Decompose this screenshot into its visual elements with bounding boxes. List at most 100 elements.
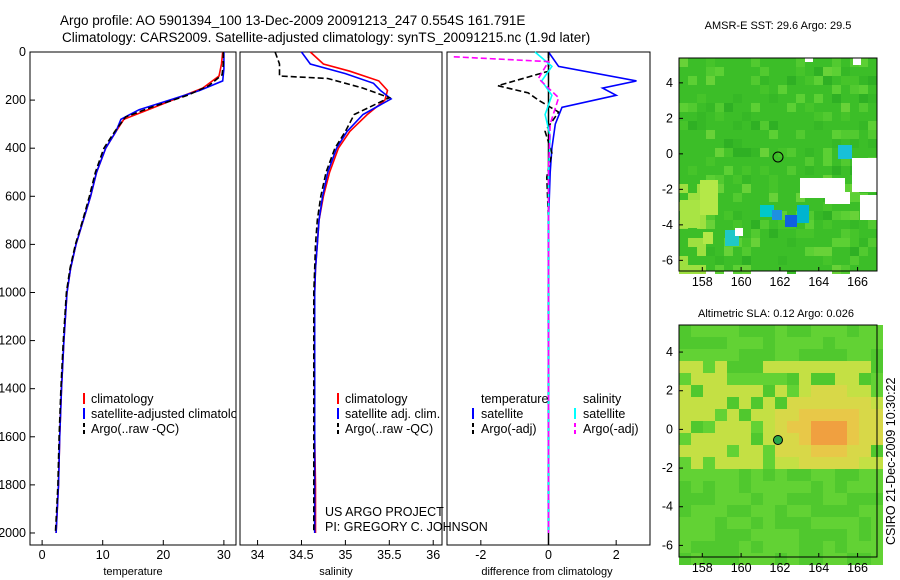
sla-cell — [859, 481, 871, 493]
sst-cell — [850, 67, 859, 76]
sla-cell — [859, 445, 871, 457]
sst-cell — [715, 130, 724, 139]
y-tick-label: 400 — [5, 141, 26, 155]
sst-cell — [778, 85, 787, 94]
sla-cell — [823, 421, 835, 433]
sla-cell — [835, 385, 847, 397]
sst-cell — [778, 211, 787, 220]
sst-feature-cell — [772, 210, 782, 220]
sla-cell — [739, 529, 751, 541]
sst-cell — [841, 103, 850, 112]
sla-cell — [679, 553, 691, 565]
sla-cell — [679, 505, 691, 517]
sla-cell — [823, 373, 835, 385]
x-tick-label: 0 — [545, 548, 552, 562]
sla-cell — [823, 385, 835, 397]
sst-cell — [859, 103, 868, 112]
sst-cell — [697, 112, 706, 121]
sst-map-frame — [678, 57, 878, 272]
sst-cell — [688, 103, 697, 112]
sla-cell — [871, 553, 883, 565]
sla-cell — [679, 349, 691, 361]
sst-cell — [796, 130, 805, 139]
sla-cell — [727, 433, 739, 445]
sla-cell — [715, 517, 727, 529]
sla-cell — [847, 397, 859, 409]
sla-cell — [835, 361, 847, 373]
sla-cell — [679, 493, 691, 505]
sla-cell — [775, 529, 787, 541]
sla-cell — [715, 505, 727, 517]
sst-cell — [715, 184, 724, 193]
sst-cell — [715, 148, 724, 157]
sst-cell — [733, 220, 742, 229]
sla-cell — [787, 349, 799, 361]
sla-cell — [811, 469, 823, 481]
sst-cell — [742, 166, 751, 175]
sla-cell — [763, 373, 775, 385]
sst-cell — [706, 76, 715, 85]
sla-cell — [811, 397, 823, 409]
sst-cell — [832, 58, 841, 67]
sst-cell — [823, 112, 832, 121]
sst-cell — [832, 166, 841, 175]
sla-cell — [751, 325, 763, 337]
sla-cell — [679, 325, 691, 337]
sla-cell — [703, 409, 715, 421]
sst-cell — [724, 211, 733, 220]
sst-cell — [850, 229, 859, 238]
sla-cell — [691, 397, 703, 409]
map-x-tick-label: 164 — [808, 275, 829, 289]
sla-cell — [751, 445, 763, 457]
sla-cell — [811, 553, 823, 565]
sla-cell — [799, 373, 811, 385]
sla-cell — [835, 493, 847, 505]
sst-cell — [868, 220, 877, 229]
sla-cell — [811, 517, 823, 529]
sla-cell — [751, 361, 763, 373]
sla-cell — [823, 481, 835, 493]
temperature-axis-label: temperature — [103, 566, 162, 578]
sst-cell — [832, 256, 841, 265]
sla-cell — [823, 505, 835, 517]
sst-cell — [823, 148, 832, 157]
sla-cell — [835, 349, 847, 361]
sla-cell — [775, 385, 787, 397]
sla-cell — [679, 421, 691, 433]
map-y-tick-label: 0 — [666, 147, 673, 161]
sla-cell — [787, 457, 799, 469]
sla-cell — [775, 373, 787, 385]
x-tick-label: 0 — [39, 548, 46, 562]
sla-cell — [835, 529, 847, 541]
sla-cell — [691, 469, 703, 481]
sla-cell — [691, 457, 703, 469]
sst-cell — [724, 148, 733, 157]
sst-cell — [823, 121, 832, 130]
y-tick-label: 1800 — [0, 478, 26, 492]
salinity-axis-label: salinity — [319, 566, 353, 578]
sla-cell — [727, 481, 739, 493]
sla-cell — [847, 541, 859, 553]
sla-cell — [679, 541, 691, 553]
sst-cell — [778, 193, 787, 202]
sla-cell — [715, 325, 727, 337]
sla-cell — [679, 517, 691, 529]
temperature-legend: climatology satellite-adjusted climatolo… — [83, 392, 236, 436]
sla-cell — [703, 469, 715, 481]
sla-cell — [811, 385, 823, 397]
sla-cell — [703, 553, 715, 565]
sla-cell — [679, 409, 691, 421]
sst-cell — [733, 121, 742, 130]
sla-cell — [727, 397, 739, 409]
sst-cell — [814, 94, 823, 103]
y-tick-label: 1600 — [0, 430, 26, 444]
sla-cell — [739, 421, 751, 433]
pi-annotation: PI: GREGORY C. JOHNSON — [325, 520, 488, 534]
sla-cell — [679, 373, 691, 385]
sst-cell — [832, 238, 841, 247]
sla-cell — [715, 349, 727, 361]
project-annotation: US ARGO PROJECT — [325, 505, 444, 519]
sla-cell — [727, 409, 739, 421]
map-x-tick-label: 160 — [731, 561, 752, 575]
sst-missing-cell — [852, 158, 877, 192]
